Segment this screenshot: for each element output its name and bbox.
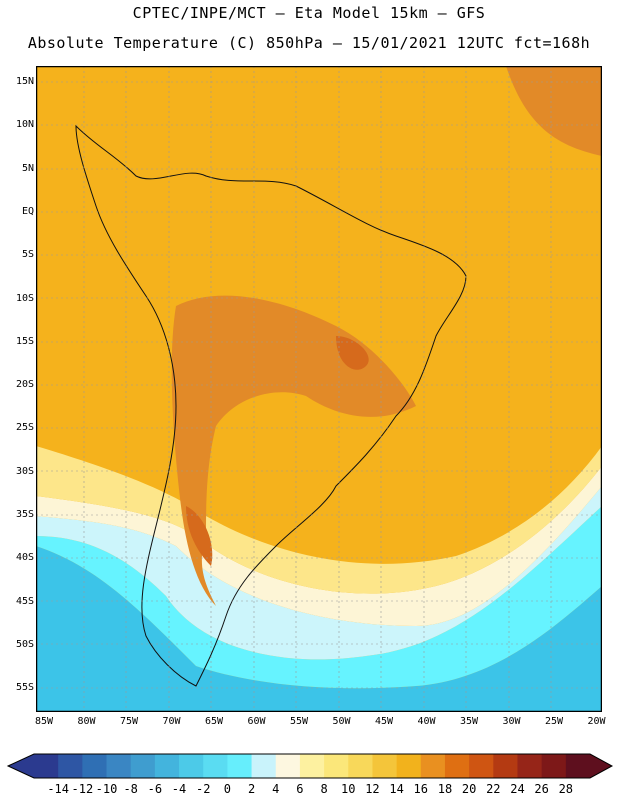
lat-label: 5S [21,249,34,261]
lon-label: 70W [162,716,181,727]
colorbar-tick-label: 16 [413,782,428,796]
colorbar-tick-label: 8 [320,782,328,796]
colorbar-swatch [565,754,591,778]
lat-label: 35S [15,509,34,520]
lon-label: 60W [247,716,266,727]
colorbar-swatch [106,754,132,778]
colorbar-swatch [82,754,108,778]
lon-label: 75W [119,716,139,727]
colorbar-swatch [420,754,446,778]
cold-zone-sea [36,546,602,712]
title-line-1: CPTEC/INPE/MCT – Eta Model 15km – GFS [132,4,486,22]
cold-zone-cyan [36,506,602,689]
colorbar-swatch [444,754,470,778]
colorbar-swatch [324,754,349,778]
lat-label: 50S [15,638,34,650]
lon-label: 65W [204,716,224,727]
colorbar-tick-label: -2 [195,782,211,796]
lat-label: 5N [21,162,34,174]
colorbar-swatch [275,754,301,778]
light-yellow-band [36,446,602,594]
lon-label: 35W [459,716,479,727]
colorbar-right-arrow [590,754,612,778]
lon-label: 80W [77,716,96,727]
lat-label: 10S [15,292,34,304]
lon-label: 25W [544,716,564,727]
colorbar-swatch [517,754,543,778]
lon-label: 40W [417,716,436,727]
lon-label: 20W [587,716,606,727]
lat-label: 20S [15,379,34,391]
colorbar-tick-label: 28 [558,782,574,796]
colorbar-tick-label: 20 [461,782,477,796]
lon-label: 30W [502,716,521,727]
colorbar-tick-label: 6 [296,782,304,796]
colorbar-tick-label: -12 [71,782,94,796]
colorbar-swatch [469,754,494,778]
warm-zone-tropical-atlantic [506,66,602,156]
colorbar-tick-label: 2 [247,782,256,796]
map-frame [36,66,602,712]
title-line-2: Absolute Temperature (C) 850hPa – 15/01/… [27,34,591,52]
colorbar-swatch [372,754,398,778]
colorbar-tick-label: 14 [389,782,404,796]
colorbar-swatch [34,754,59,778]
colorbar-swatch [58,754,83,778]
colorbar-tick-label: -8 [123,782,138,796]
colorbar-tick-label: -4 [171,782,187,796]
lat-label: 45S [15,595,34,607]
colorbar-tick-label: -6 [147,782,163,796]
lon-label: 45W [374,716,394,727]
colorbar-swatch [348,754,373,778]
colorbar-tick-label: -14 [47,782,70,796]
colorbar-swatch [154,754,180,778]
colorbar-swatch [541,754,567,778]
warm-zone-south-america [171,295,416,606]
colorbar-tick-label: 0 [223,782,231,796]
lat-label: 10N [15,119,34,131]
colorbar-swatch [203,754,228,778]
lat-label: 30S [15,465,34,477]
lat-label: 40S [15,552,34,564]
lat-label: 15N [15,76,34,87]
lat-label: 15S [15,335,34,347]
colorbar-tick-label: 26 [534,782,549,796]
colorbar-tick-label: 10 [341,782,356,796]
colorbar [6,753,614,779]
lon-label: 50W [332,716,351,727]
lat-label: 25S [15,422,34,434]
cold-zone-light-cyan [36,486,602,660]
colorbar-swatch [396,754,422,778]
colorbar-swatch [130,754,156,778]
colorbar-left-arrow [8,754,34,778]
colorbar-tick-label: 12 [365,782,380,796]
colorbar-swatch [179,754,204,778]
colorbar-tick-label: 4 [272,782,280,796]
colorbar-tick-label: 18 [437,782,453,796]
lat-label: EQ [21,205,34,217]
hot-zone-patagonia [186,506,213,566]
temperature-map [36,66,602,712]
colorbar-outline [6,753,614,779]
colorbar-swatch [227,754,253,778]
colorbar-tick-label: 22 [486,782,501,796]
colorbar-swatch [493,754,518,778]
lon-label: 85W [34,716,54,727]
colorbar-tick-label: -10 [95,782,118,796]
hot-zone-brazil [336,336,369,370]
lon-label: 55W [289,716,309,727]
grid-lines [36,66,602,712]
pale-band [36,466,602,626]
colorbar-swatch [251,754,277,778]
colorbar-tick-label: 24 [510,782,525,796]
lat-label: 55S [15,682,34,694]
colorbar-swatch [299,754,325,778]
